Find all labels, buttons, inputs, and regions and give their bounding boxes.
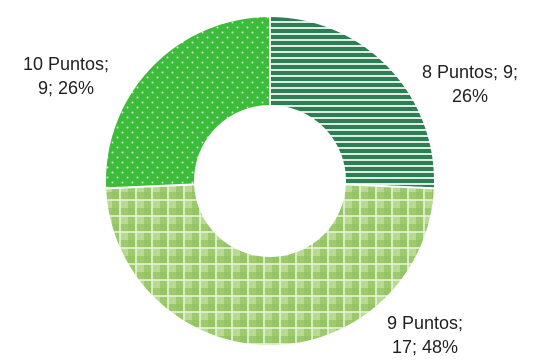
slice-8-puntos [269, 14, 436, 190]
data-label-line: 8 Puntos; 9; [422, 62, 518, 82]
data-label-8-puntos: 8 Puntos; 9; 26% [422, 62, 518, 106]
chart-slices [104, 14, 436, 348]
data-label-line: 17; 48% [392, 337, 458, 357]
data-label-9-puntos: 9 Puntos; 17; 48% [387, 313, 463, 357]
data-label-line: 26% [452, 86, 488, 106]
data-label-10-puntos: 10 Puntos; 9; 26% [23, 54, 109, 98]
data-label-line: 9; 26% [38, 78, 94, 98]
data-label-line: 10 Puntos; [23, 54, 109, 74]
slice-10-puntos [104, 14, 271, 190]
slice-9-puntos [104, 183, 436, 348]
data-label-line: 9 Puntos; [387, 313, 463, 333]
chart-labels: 8 Puntos; 9; 26% 9 Puntos; 17; 48% 10 Puntos… [23, 54, 518, 357]
